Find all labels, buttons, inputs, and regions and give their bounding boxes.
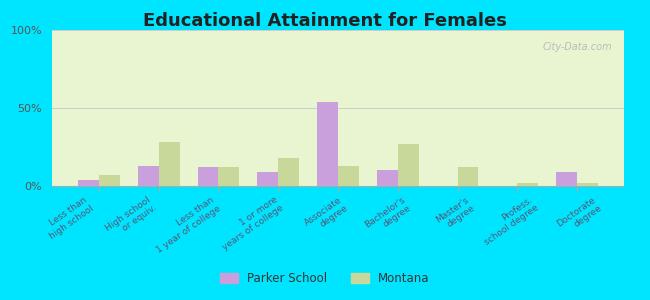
Bar (317, 102, 338, 186)
Bar (577, 183, 598, 186)
Bar (556, 172, 577, 186)
Bar (198, 167, 218, 186)
Text: Profess.
school degree: Profess. school degree (476, 195, 540, 247)
Bar (458, 167, 478, 186)
Bar (159, 142, 179, 186)
Bar (278, 158, 299, 186)
Text: Bachelor's
degree: Bachelor's degree (363, 195, 413, 238)
Bar (517, 183, 538, 186)
Text: High school
or equiv.: High school or equiv. (104, 195, 159, 241)
Text: Associate
degree: Associate degree (302, 195, 349, 236)
Bar (377, 170, 398, 186)
Text: Educational Attainment for Females: Educational Attainment for Females (143, 12, 507, 30)
Bar (138, 166, 159, 186)
Bar (398, 144, 419, 186)
Bar (218, 167, 239, 186)
Text: Less than
1 year of college: Less than 1 year of college (149, 195, 222, 255)
Bar (99, 175, 120, 186)
Bar (338, 166, 359, 186)
Text: Doctorate
degree: Doctorate degree (555, 195, 603, 237)
Text: 1 or more
years of college: 1 or more years of college (215, 195, 285, 252)
Text: City-Data.com: City-Data.com (543, 43, 612, 52)
Bar (78, 180, 99, 186)
Text: Master's
degree: Master's degree (434, 195, 476, 233)
Bar (257, 172, 278, 186)
Legend: Parker School, Montana: Parker School, Montana (214, 266, 436, 291)
Text: Less than
high school: Less than high school (42, 195, 95, 241)
